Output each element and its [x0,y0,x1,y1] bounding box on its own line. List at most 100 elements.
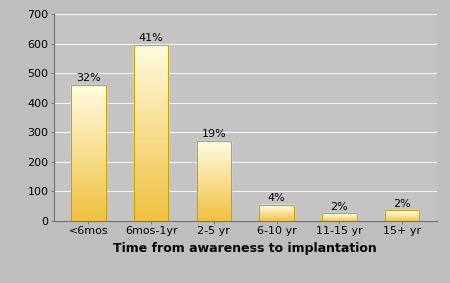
Bar [71,126,106,129]
Bar [134,168,168,172]
Bar [71,204,106,207]
Bar [71,149,106,153]
Bar [134,63,168,67]
Bar [197,193,231,195]
Bar [197,191,231,193]
X-axis label: Time from awareness to implantation: Time from awareness to implantation [113,242,377,255]
Bar [71,105,106,109]
Bar [71,115,106,119]
Bar [134,76,168,80]
Bar [71,136,106,139]
Bar [197,151,231,153]
Text: 4%: 4% [268,193,285,203]
Bar [259,205,294,221]
Bar [134,58,168,63]
Bar [197,209,231,211]
Bar [197,197,231,199]
Text: 32%: 32% [76,73,101,83]
Bar [259,210,294,211]
Bar [71,217,106,221]
Bar [134,45,168,50]
Bar [134,120,168,124]
Bar [134,50,168,54]
Bar [134,164,168,168]
Bar [134,155,168,159]
Bar [71,122,106,126]
Bar [197,219,231,221]
Bar [259,206,294,207]
Bar [197,157,231,159]
Bar [71,129,106,132]
Bar [197,143,231,145]
Bar [134,67,168,72]
Bar [71,214,106,217]
Bar [134,107,168,111]
Bar [322,213,356,221]
Bar [197,199,231,201]
Bar [71,109,106,112]
Bar [134,115,168,120]
Bar [197,187,231,189]
Bar [259,211,294,212]
Bar [71,102,106,105]
Bar [71,85,106,221]
Bar [197,211,231,213]
Bar [259,213,294,214]
Bar [71,163,106,166]
Bar [71,85,106,221]
Bar [134,207,168,212]
Bar [71,92,106,95]
Bar [71,183,106,187]
Text: 2%: 2% [330,201,348,212]
Bar [197,147,231,149]
Bar [197,173,231,175]
Bar [134,128,168,133]
Bar [197,181,231,183]
Bar [134,181,168,186]
Bar [134,45,168,221]
Bar [197,215,231,217]
Bar [197,189,231,191]
Bar [71,211,106,214]
Bar [197,195,231,197]
Bar [134,85,168,89]
Bar [134,80,168,85]
Bar [71,98,106,102]
Bar [71,112,106,115]
Bar [134,186,168,190]
Bar [134,190,168,194]
Bar [134,137,168,142]
Bar [134,146,168,151]
Bar [134,199,168,203]
Bar [134,89,168,93]
Bar [134,194,168,199]
Text: 41%: 41% [139,33,163,43]
Bar [385,211,419,221]
Bar [259,216,294,217]
Bar [71,160,106,163]
Bar [134,111,168,115]
Bar [197,175,231,177]
Bar [259,218,294,219]
Bar [259,214,294,215]
Bar [71,190,106,194]
Bar [134,93,168,98]
Bar [71,166,106,170]
Bar [197,145,231,147]
Bar [197,217,231,219]
Bar [259,220,294,221]
Bar [259,212,294,213]
Bar [197,169,231,171]
Bar [197,179,231,181]
Bar [71,95,106,98]
Bar [134,54,168,58]
Bar [197,177,231,179]
Bar [134,159,168,164]
Bar [71,194,106,197]
Bar [197,207,231,209]
Bar [197,167,231,169]
Bar [134,172,168,177]
Bar [259,209,294,210]
Text: 19%: 19% [202,129,226,139]
Bar [71,88,106,92]
